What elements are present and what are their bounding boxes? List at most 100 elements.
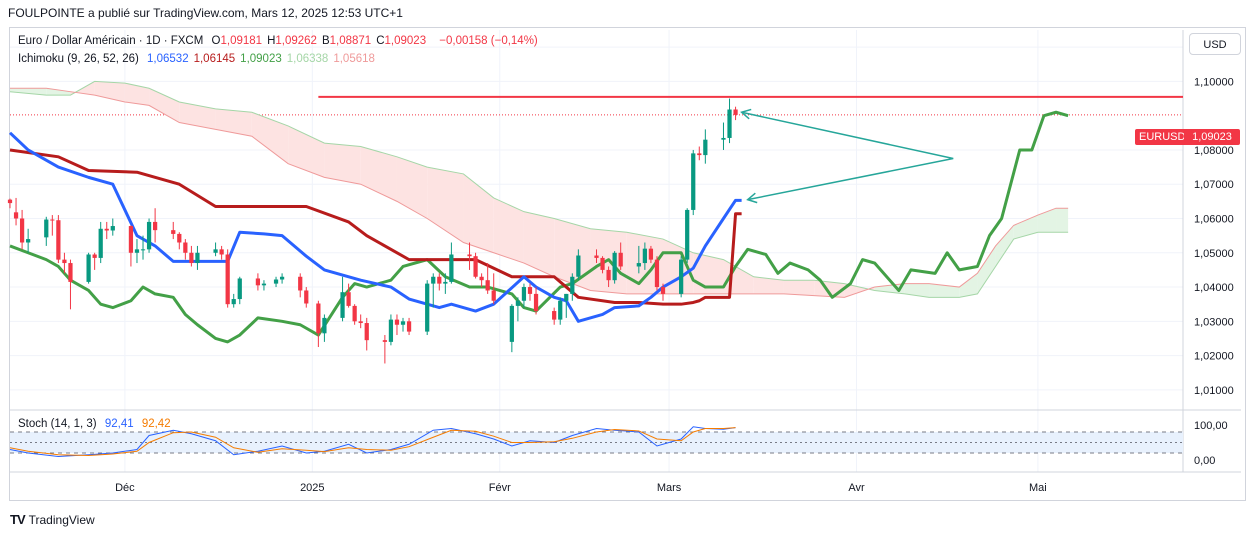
stoch-d-line	[9, 427, 736, 456]
ichimoku-legend[interactable]: Ichimoku (9, 26, 52, 26) 1,06532 1,06145 1…	[18, 53, 385, 65]
candle-body	[104, 228, 109, 231]
candle-body	[171, 230, 176, 234]
candle-body	[189, 252, 194, 264]
candle-body	[449, 254, 454, 282]
candle-body	[346, 292, 351, 306]
cloud-segment	[427, 167, 464, 243]
candle-body	[364, 323, 369, 341]
candle-body	[86, 254, 91, 282]
candle-body	[642, 248, 647, 264]
candle-body	[515, 300, 521, 306]
candle-body	[261, 283, 267, 286]
ohlc-label: C	[376, 35, 385, 47]
senkou-span-b	[10, 87, 1069, 298]
candle-body	[527, 287, 533, 294]
candle-body	[388, 319, 394, 342]
candle-body	[727, 109, 732, 138]
candle-body	[431, 276, 436, 284]
candle-body	[219, 249, 224, 255]
arrow-head	[740, 108, 752, 120]
cloud-segment	[523, 211, 555, 277]
stoch-tick-label: 0,00	[1194, 455, 1215, 467]
ichimoku-value: 1,06145	[193, 53, 236, 65]
candle-body	[685, 209, 690, 260]
candle-body	[552, 311, 557, 320]
symbol-legend[interactable]: Euro / Dollar Américain · 1D · FXCM O1,0…	[18, 35, 543, 47]
candle-body	[491, 290, 496, 301]
candle-body	[231, 299, 236, 305]
candle-body	[352, 305, 357, 322]
candles	[7, 98, 738, 364]
time-tick-label: Mai	[1029, 482, 1047, 494]
currency-button[interactable]: USD	[1189, 33, 1241, 55]
candle-body	[19, 218, 25, 243]
price-axis: 1,110001,100001,080001,070001,060001,050…	[1194, 42, 1234, 467]
ichimoku-value: 1,06338	[286, 53, 329, 65]
candle-body	[467, 254, 472, 257]
candle-body	[437, 276, 442, 284]
candle-body	[485, 280, 490, 291]
ohlc-value: 1,08871	[329, 35, 372, 47]
cloud-segment	[929, 283, 960, 298]
cloud-segment	[959, 273, 978, 298]
price-tick-label: 1,07000	[1194, 179, 1234, 191]
cloud-segment	[783, 280, 815, 296]
brand-name: TradingView	[28, 512, 95, 527]
cloud-segment	[995, 225, 1014, 267]
ichimoku-title: Ichimoku (9, 26, 52, 26)	[18, 53, 139, 65]
ohlc-value: 1,09181	[220, 35, 263, 47]
candle-body	[110, 226, 115, 231]
ohlc-label: H	[267, 35, 276, 47]
stoch-k-line	[9, 426, 736, 458]
ohlc-value: 1,09023	[384, 35, 427, 47]
time-tick-label: Déc	[115, 482, 135, 494]
cloud-segment	[94, 81, 125, 102]
cloud-segment	[396, 156, 428, 219]
cloud-segment	[463, 173, 494, 253]
tradingview-brand[interactable]: TV TradingView	[10, 512, 95, 527]
price-tick-label: 1,10000	[1194, 76, 1234, 88]
ichimoku-value: 1,06532	[147, 53, 189, 65]
candle-body	[612, 252, 617, 281]
candle-body	[128, 226, 134, 253]
cloud-segment	[124, 83, 150, 106]
candle-body	[13, 212, 19, 219]
candle-body	[660, 287, 666, 294]
cloud-segment	[46, 88, 71, 96]
stoch-tick-label: 100,00	[1194, 420, 1228, 432]
candle-body	[183, 242, 188, 253]
candle-body	[394, 319, 400, 325]
time-tick-label: Mars	[657, 482, 682, 494]
cloud-segment	[493, 197, 524, 264]
arrow-lines	[741, 111, 954, 201]
candle-body	[473, 256, 478, 277]
cloud-segment	[215, 108, 252, 137]
cloud-segment	[554, 218, 591, 291]
candle-body	[316, 303, 321, 334]
cloud-segment	[1013, 215, 1038, 240]
arrow-head	[746, 192, 758, 204]
candle-body	[521, 287, 527, 301]
grid	[10, 30, 1241, 473]
price-tick-label: 1,06000	[1194, 214, 1234, 226]
candle-body	[195, 252, 200, 264]
candle-body	[691, 153, 696, 210]
cloud-segment	[1056, 208, 1069, 233]
cloud-segment	[288, 125, 325, 178]
candle-body	[134, 249, 140, 253]
price-change: −0,00158 (−0,14%)	[439, 35, 538, 47]
senkou-span-a	[9, 80, 1069, 298]
candle-body	[606, 269, 611, 281]
candle-body	[654, 259, 660, 288]
stoch-legend[interactable]: Stoch (14, 1, 3) 92,41 92,42	[18, 418, 176, 430]
cloud-segment	[179, 101, 216, 130]
candle-body	[146, 221, 152, 250]
cloud-segment	[1037, 208, 1057, 233]
time-tick-label: Avr	[848, 482, 865, 494]
candle-body	[98, 228, 103, 258]
time-tick-label: Févr	[489, 482, 511, 494]
price-tick-label: 1,08000	[1194, 145, 1234, 157]
time-tick-label: 2025	[300, 482, 324, 494]
ohlc-label: O	[211, 35, 221, 47]
